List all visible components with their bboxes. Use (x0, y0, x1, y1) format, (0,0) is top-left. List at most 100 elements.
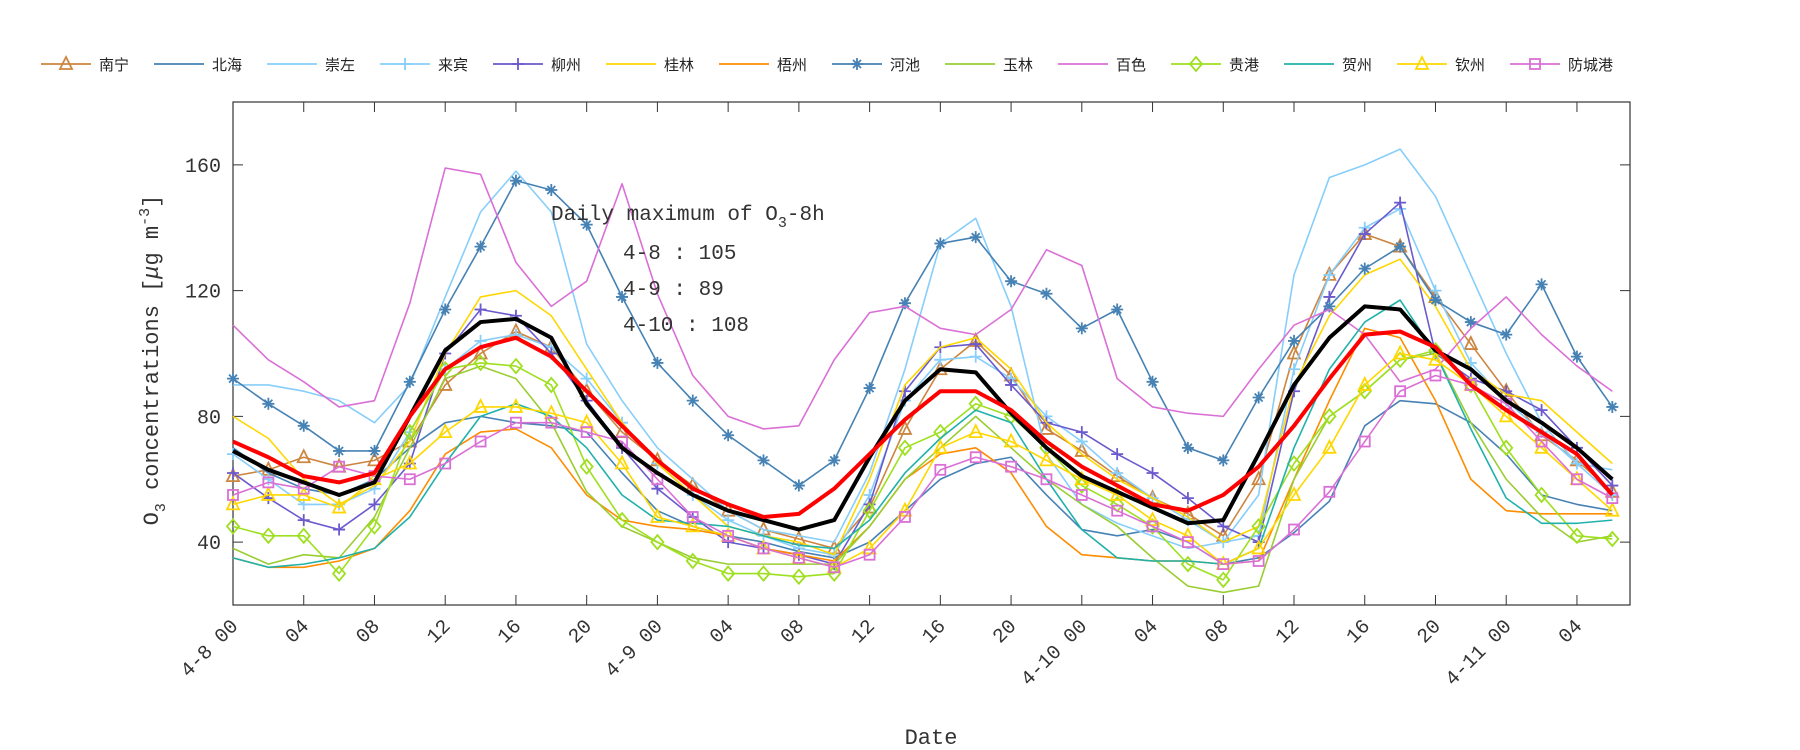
diamond-marker (1322, 407, 1337, 425)
plus-marker (934, 353, 947, 366)
legend: 南宁 北海 崇左 来宾 柳州 桂林 梧州 河池 玉林 百色 贵港 贺州 钦州 防城港 (41, 54, 1613, 74)
series-line (232, 304, 1614, 532)
triangle-marker (968, 423, 984, 438)
square-marker (403, 473, 416, 486)
diamond-marker (296, 527, 311, 545)
asterisk-marker (1500, 328, 1513, 341)
x-tick-label: 08 (777, 616, 810, 649)
series-line (232, 167, 1613, 430)
square-marker (1358, 435, 1371, 448)
triangle-marker (1286, 485, 1302, 501)
plus-marker (297, 514, 310, 527)
square-marker (262, 476, 275, 489)
legend-label: 钦州 (1455, 56, 1485, 74)
legend-item: 防城港 (1510, 56, 1613, 74)
square-marker (1075, 489, 1088, 501)
diamond-marker (685, 552, 700, 570)
series-line (232, 179, 1613, 487)
asterisk-marker (863, 382, 876, 395)
triangle-marker (473, 344, 489, 360)
diamond-marker (1251, 518, 1266, 535)
triangle-marker (897, 419, 913, 435)
plus-marker (722, 536, 735, 549)
series-city-1 (232, 399, 1613, 565)
asterisk-marker (1075, 322, 1088, 335)
y-tick-label: 160 (185, 156, 221, 179)
x-tick-label: 20 (564, 616, 597, 649)
triangle-marker (1251, 539, 1267, 555)
plus-marker (1394, 196, 1407, 209)
plus-marker (1111, 466, 1124, 479)
diamond-marker (367, 518, 382, 535)
legend-label: 北海 (212, 56, 242, 74)
triangle-marker (1180, 526, 1196, 542)
plus-marker (262, 473, 275, 486)
triangle-marker (1428, 350, 1443, 366)
diamond-marker (1357, 382, 1372, 400)
annotation-line-4-10: 4-10 : 108 (623, 315, 749, 338)
diamond-marker (402, 423, 418, 441)
asterisk-marker (1323, 300, 1336, 313)
plus-icon (512, 58, 524, 70)
asterisk-marker (828, 454, 841, 467)
asterisk-marker (1005, 275, 1018, 288)
series-line (232, 299, 1613, 569)
legend-item: 南宁 (41, 54, 129, 74)
triangle-marker (1498, 407, 1514, 423)
asterisk-marker (545, 184, 558, 197)
triangle-marker (1357, 375, 1373, 391)
plus-marker (898, 385, 911, 398)
square-marker (1040, 473, 1053, 486)
diamond-marker (473, 354, 488, 372)
plus-marker (368, 498, 381, 511)
triangle-marker (260, 485, 276, 501)
x-tick-label: 4-8 00 (177, 616, 244, 683)
triangle-marker (402, 454, 418, 470)
series-line (232, 399, 1613, 565)
series-city-2 (233, 148, 1613, 550)
plus-marker (262, 492, 275, 505)
annotation-box: Daily maximum of O3-8h 4-8 : 105 4-9 : 8… (551, 204, 825, 338)
legend-label: 桂林 (664, 56, 694, 74)
series-city-0 (225, 225, 1620, 555)
x-tick-label: 20 (1413, 616, 1446, 649)
triangle-marker (1604, 501, 1620, 517)
square-marker (545, 416, 558, 429)
asterisk-marker (509, 174, 522, 187)
x-tick-label: 04 (1555, 616, 1588, 649)
square-marker (333, 460, 346, 473)
plus-marker (969, 338, 982, 351)
x-tick-label: 12 (423, 616, 456, 649)
legend-item: 桂林 (606, 56, 694, 74)
square-marker (1146, 520, 1159, 533)
legend-label: 贺州 (1342, 56, 1372, 74)
legend-item: 河池 (832, 56, 920, 74)
triangle-marker (614, 454, 630, 470)
square-icon (1529, 58, 1541, 70)
series-line (232, 201, 1613, 565)
diamond-marker (650, 533, 665, 551)
square-marker (1571, 473, 1583, 486)
x-tick-label: 16 (918, 616, 951, 649)
x-tick-label: 4-9 00 (601, 616, 668, 683)
x-tick-label: 04 (1130, 616, 1163, 649)
legend-item: 来宾 (380, 56, 468, 74)
asterisk-marker (1535, 278, 1548, 291)
series-city-4 (227, 196, 1619, 571)
asterisk-marker (686, 394, 699, 407)
asterisk-marker (439, 303, 452, 316)
diamond-icon (1188, 55, 1204, 73)
asterisk-marker (1606, 400, 1619, 413)
plus-marker (474, 334, 487, 347)
asterisk-marker (1358, 262, 1371, 275)
square-marker (1464, 379, 1477, 391)
legend-label: 崇左 (325, 56, 355, 74)
asterisk-marker (792, 479, 805, 492)
legend-label: 来宾 (438, 56, 468, 74)
square-marker (969, 451, 982, 464)
series-line (232, 349, 1613, 581)
legend-item: 柳州 (493, 56, 581, 74)
asterisk-marker (262, 397, 275, 410)
triangle-marker (1074, 441, 1090, 457)
